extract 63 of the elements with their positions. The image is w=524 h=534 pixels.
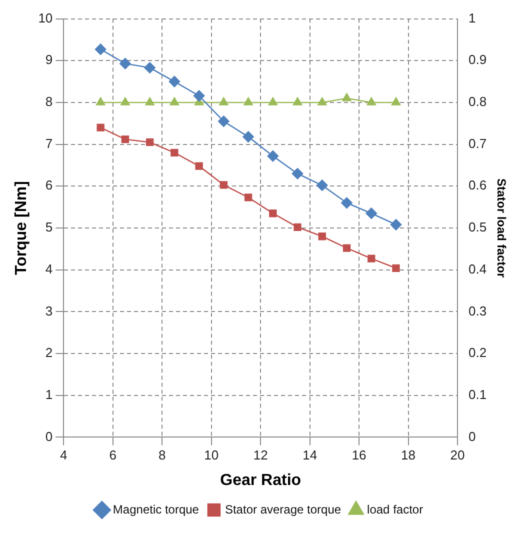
point: [292, 168, 304, 180]
point: [318, 232, 326, 240]
point: [316, 180, 328, 191]
y-tick-label: 1: [45, 386, 53, 402]
point: [220, 181, 228, 189]
y2-tick-label: 0.2: [468, 345, 487, 360]
x-tick-label: 12: [253, 448, 268, 463]
legend-label: load factor: [367, 502, 424, 516]
point: [267, 150, 279, 162]
y2-tick-label: 0.5: [468, 220, 487, 235]
y2-tick-label: 0.6: [468, 178, 487, 193]
point: [170, 148, 178, 157]
y2-axis-title: Stator load factor: [494, 178, 508, 278]
point: [120, 58, 131, 70]
y-tick-label: 6: [45, 178, 53, 193]
y-tick-label: 10: [38, 10, 53, 26]
point: [193, 90, 205, 102]
point: [144, 62, 156, 74]
point: [244, 194, 252, 202]
legend-label: Magnetic torque: [112, 502, 200, 516]
legend-label: Stator average torque: [224, 502, 342, 516]
point: [366, 208, 378, 220]
x-tick-label: 6: [109, 448, 117, 463]
point: [168, 76, 180, 88]
point: [390, 219, 402, 230]
point: [392, 264, 400, 272]
x-tick-label: 4: [60, 448, 68, 463]
point: [94, 44, 106, 55]
x-tick-label: 10: [204, 448, 219, 463]
point: [294, 223, 302, 231]
x-tick-label: 18: [401, 448, 416, 463]
y2-tick-label: 0: [468, 428, 476, 444]
y-tick-label: 3: [45, 303, 53, 318]
x-tick-label: 8: [158, 448, 166, 463]
y2-tick-label: 0.9: [468, 52, 487, 68]
x-tick-label: 16: [352, 448, 366, 463]
y2-tick-label: 0.7: [468, 136, 487, 151]
y-axis-title: Torque [Nm]: [13, 181, 30, 275]
point: [342, 244, 351, 252]
y-tick-label: 5: [45, 220, 53, 235]
point: [96, 124, 104, 132]
y2-tick-label: 0.1: [468, 386, 487, 402]
x-axis-title: Gear Ratio: [220, 472, 302, 489]
y-tick-label: 8: [45, 94, 53, 110]
x-tick-label: 14: [302, 448, 318, 463]
point: [146, 138, 154, 146]
y-tick-label: 7: [45, 136, 53, 151]
y-tick-label: 0: [45, 428, 53, 444]
x-tick-label: 20: [450, 448, 465, 463]
y-tick-label: 9: [45, 52, 53, 68]
y-tick-label: 2: [45, 345, 53, 360]
point: [269, 210, 277, 218]
y2-tick-label: 0.3: [468, 303, 487, 318]
y2-tick-label: 0.8: [468, 94, 487, 110]
y2-tick-label: 1: [468, 10, 476, 26]
point: [242, 131, 254, 142]
point: [195, 162, 203, 170]
point: [218, 116, 230, 127]
point: [121, 135, 130, 144]
point: [368, 254, 376, 262]
y-tick-label: 4: [45, 261, 53, 276]
y2-tick-label: 0.4: [468, 261, 487, 276]
point: [341, 197, 352, 209]
